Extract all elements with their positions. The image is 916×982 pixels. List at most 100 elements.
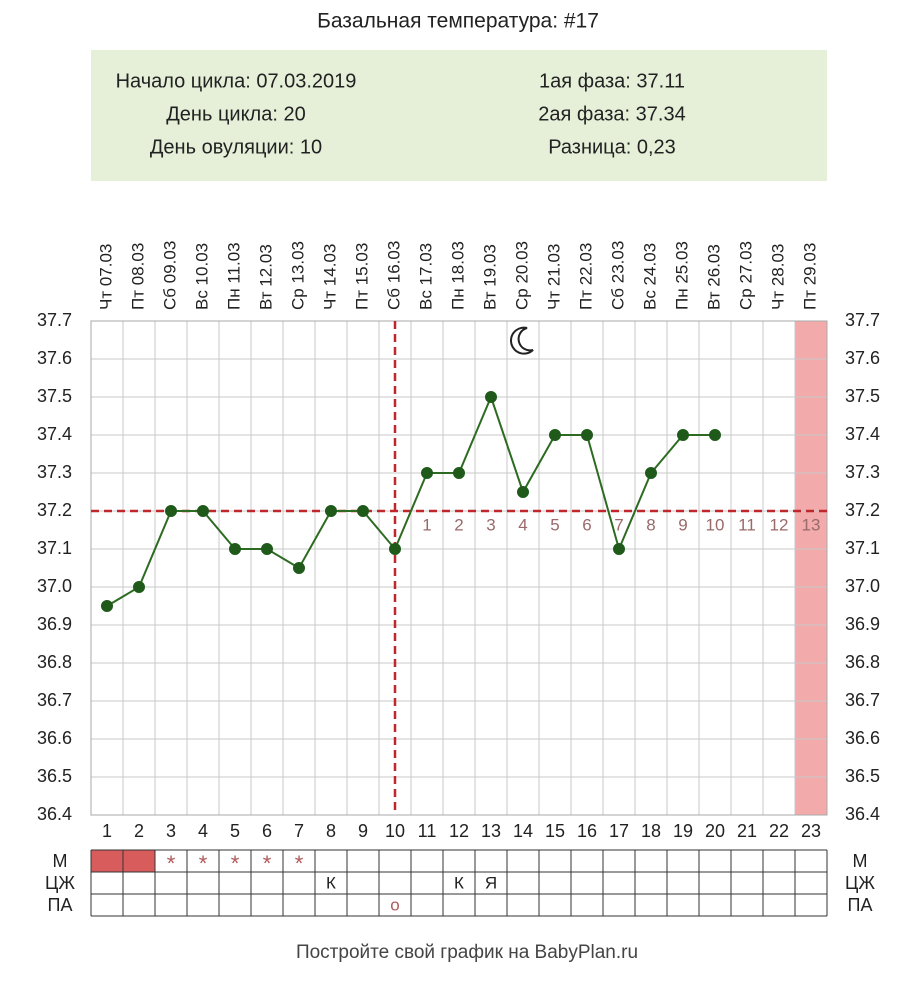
phase-label: 6 (582, 515, 591, 534)
date-label: Вс 17.03 (416, 243, 435, 310)
temperature-line (106, 394, 715, 607)
phase-label: 11 (738, 515, 756, 534)
moon-icon (509, 326, 534, 355)
y-tick-label-right: 36.5 (845, 766, 880, 786)
y-tick-label: 37.3 (37, 462, 72, 482)
row-label-right: М (853, 851, 868, 871)
x-tick-label: 11 (418, 821, 437, 841)
cell-text: * (231, 851, 240, 876)
date-label: Вт 19.03 (480, 244, 499, 310)
x-tick-label: 4 (198, 821, 208, 841)
temperature-point (325, 505, 337, 517)
temperature-point (357, 505, 369, 517)
cell-text: * (295, 851, 304, 876)
y-tick-label: 37.2 (37, 500, 72, 520)
temperature-point (645, 467, 657, 479)
date-label: Пт 08.03 (128, 243, 147, 310)
y-tick-label-right: 36.9 (845, 614, 880, 634)
cell-text: о (390, 895, 399, 914)
info-text: Начало цикла: 07.03.2019 (116, 70, 357, 92)
x-tick-label: 1 (102, 821, 112, 841)
date-label: Чт 28.03 (768, 244, 787, 310)
phase-label: 12 (770, 515, 789, 534)
temperature-point (485, 391, 497, 403)
row-label: ЦЖ (45, 873, 75, 893)
y-tick-label-right: 36.6 (845, 728, 880, 748)
date-label: Вт 12.03 (256, 244, 275, 310)
temperature-point (453, 467, 465, 479)
phase-label: 7 (614, 515, 623, 534)
date-label: Вс 24.03 (640, 243, 659, 310)
phase-label: 1 (422, 515, 431, 534)
y-tick-label: 37.4 (37, 424, 72, 444)
cell-text: * (167, 851, 176, 876)
phase-label: 4 (518, 515, 527, 534)
date-label: Вт 26.03 (704, 244, 723, 310)
x-tick-label: 8 (326, 821, 336, 841)
footer: Постройте свой график на BabyPlan.ru (296, 942, 638, 963)
info-text: День овуляции: 10 (150, 136, 322, 158)
filled-cell (123, 850, 155, 872)
highlight-column (795, 321, 827, 815)
x-tick-label: 21 (737, 821, 757, 841)
x-tick-label: 2 (134, 821, 144, 841)
x-tick-label: 10 (385, 821, 405, 841)
x-tick-label: 22 (769, 821, 789, 841)
info-text: День цикла: 20 (166, 103, 305, 125)
x-tick-label: 23 (801, 821, 821, 841)
phase-label: 8 (646, 515, 655, 534)
x-tick-label: 5 (230, 821, 240, 841)
temperature-point (133, 581, 145, 593)
date-label: Чт 07.03 (96, 244, 115, 310)
date-label: Чт 14.03 (320, 244, 339, 310)
temperature-point (613, 543, 625, 555)
cell-text: К (326, 873, 336, 892)
y-tick-label-right: 37.4 (845, 424, 880, 444)
date-label: Пт 15.03 (352, 243, 371, 310)
row-label-right: ЦЖ (845, 873, 875, 893)
temperature-point (389, 543, 401, 555)
date-label: Пт 29.03 (800, 243, 819, 310)
y-tick-label-right: 37.0 (845, 576, 880, 596)
x-tick-label: 17 (609, 821, 629, 841)
phase-label: 13 (802, 515, 821, 534)
y-tick-label: 36.5 (37, 766, 72, 786)
date-label: Сб 09.03 (160, 241, 179, 310)
cell-text: Я (485, 873, 497, 892)
date-label: Ср 20.03 (512, 241, 531, 310)
row-label-right: ПА (848, 895, 873, 915)
temperature-point (261, 543, 273, 555)
y-tick-label: 36.4 (37, 804, 72, 824)
filled-cell (91, 850, 123, 872)
y-tick-label: 37.6 (37, 348, 72, 368)
phase-label: 2 (454, 515, 463, 534)
x-tick-label: 19 (673, 821, 693, 841)
plot-frame (90, 320, 828, 816)
x-tick-label: 9 (358, 821, 368, 841)
row-label: М (53, 851, 68, 871)
x-tick-label: 12 (449, 821, 469, 841)
date-label: Пт 22.03 (576, 243, 595, 310)
x-tick-label: 16 (577, 821, 597, 841)
x-tick-label: 3 (166, 821, 176, 841)
y-tick-label-right: 36.4 (845, 804, 880, 824)
x-tick-label: 15 (545, 821, 565, 841)
chart-title: Базальная температура: #17 (317, 10, 599, 33)
info-text: 2ая фаза: 37.34 (538, 103, 685, 125)
y-tick-label: 36.6 (37, 728, 72, 748)
date-label: Вс 10.03 (192, 243, 211, 310)
x-tick-label: 7 (294, 821, 304, 841)
phase-label: 5 (550, 515, 559, 534)
x-tick-label: 6 (262, 821, 272, 841)
info-text: Разница: 0,23 (548, 136, 676, 158)
y-tick-label: 37.1 (37, 538, 72, 558)
row-label: ПА (48, 895, 73, 915)
temperature-point (197, 505, 209, 517)
date-label: Ср 27.03 (736, 241, 755, 310)
temperature-point (229, 543, 241, 555)
y-tick-label-right: 37.7 (845, 310, 880, 330)
x-tick-label: 13 (481, 821, 501, 841)
y-tick-label-right: 37.5 (845, 386, 880, 406)
date-label: Сб 16.03 (384, 241, 403, 310)
